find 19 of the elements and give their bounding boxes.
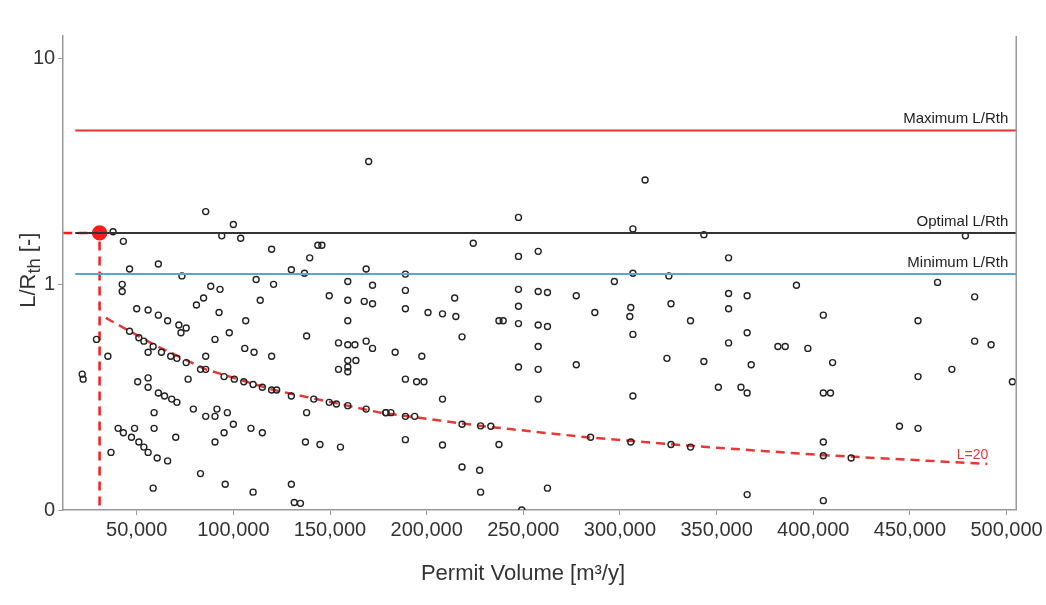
ref-line-label: Minimum L/Rth (907, 252, 1009, 270)
x-tick-label: 250,000 (487, 517, 560, 540)
x-tick-label: 500,000 (970, 517, 1043, 540)
x-tick-label: 450,000 (873, 517, 947, 540)
x-tick-label: 50,000 (106, 517, 168, 540)
annotation: L=20 (956, 445, 989, 462)
x-tick-label: 300,000 (583, 517, 657, 540)
x-tick-label: 100,000 (197, 517, 270, 540)
x-axis-title: Permit Volume [m³/y] (419, 560, 627, 586)
line-series (104, 316, 989, 466)
x-tick-label: 200,000 (390, 517, 463, 540)
x-tick-label: 400,000 (777, 517, 850, 540)
ref-line-label: Optimal L/Rth (916, 211, 1009, 229)
x-tick-label: 350,000 (680, 517, 753, 540)
y-tick-label: 0 (44, 497, 56, 520)
x-tick-label: 150,000 (293, 517, 367, 540)
y-tick-label: 1 (44, 271, 56, 294)
ref-line-label: Maximum L/Rth (903, 109, 1009, 127)
y-tick-label: 10 (33, 46, 56, 69)
